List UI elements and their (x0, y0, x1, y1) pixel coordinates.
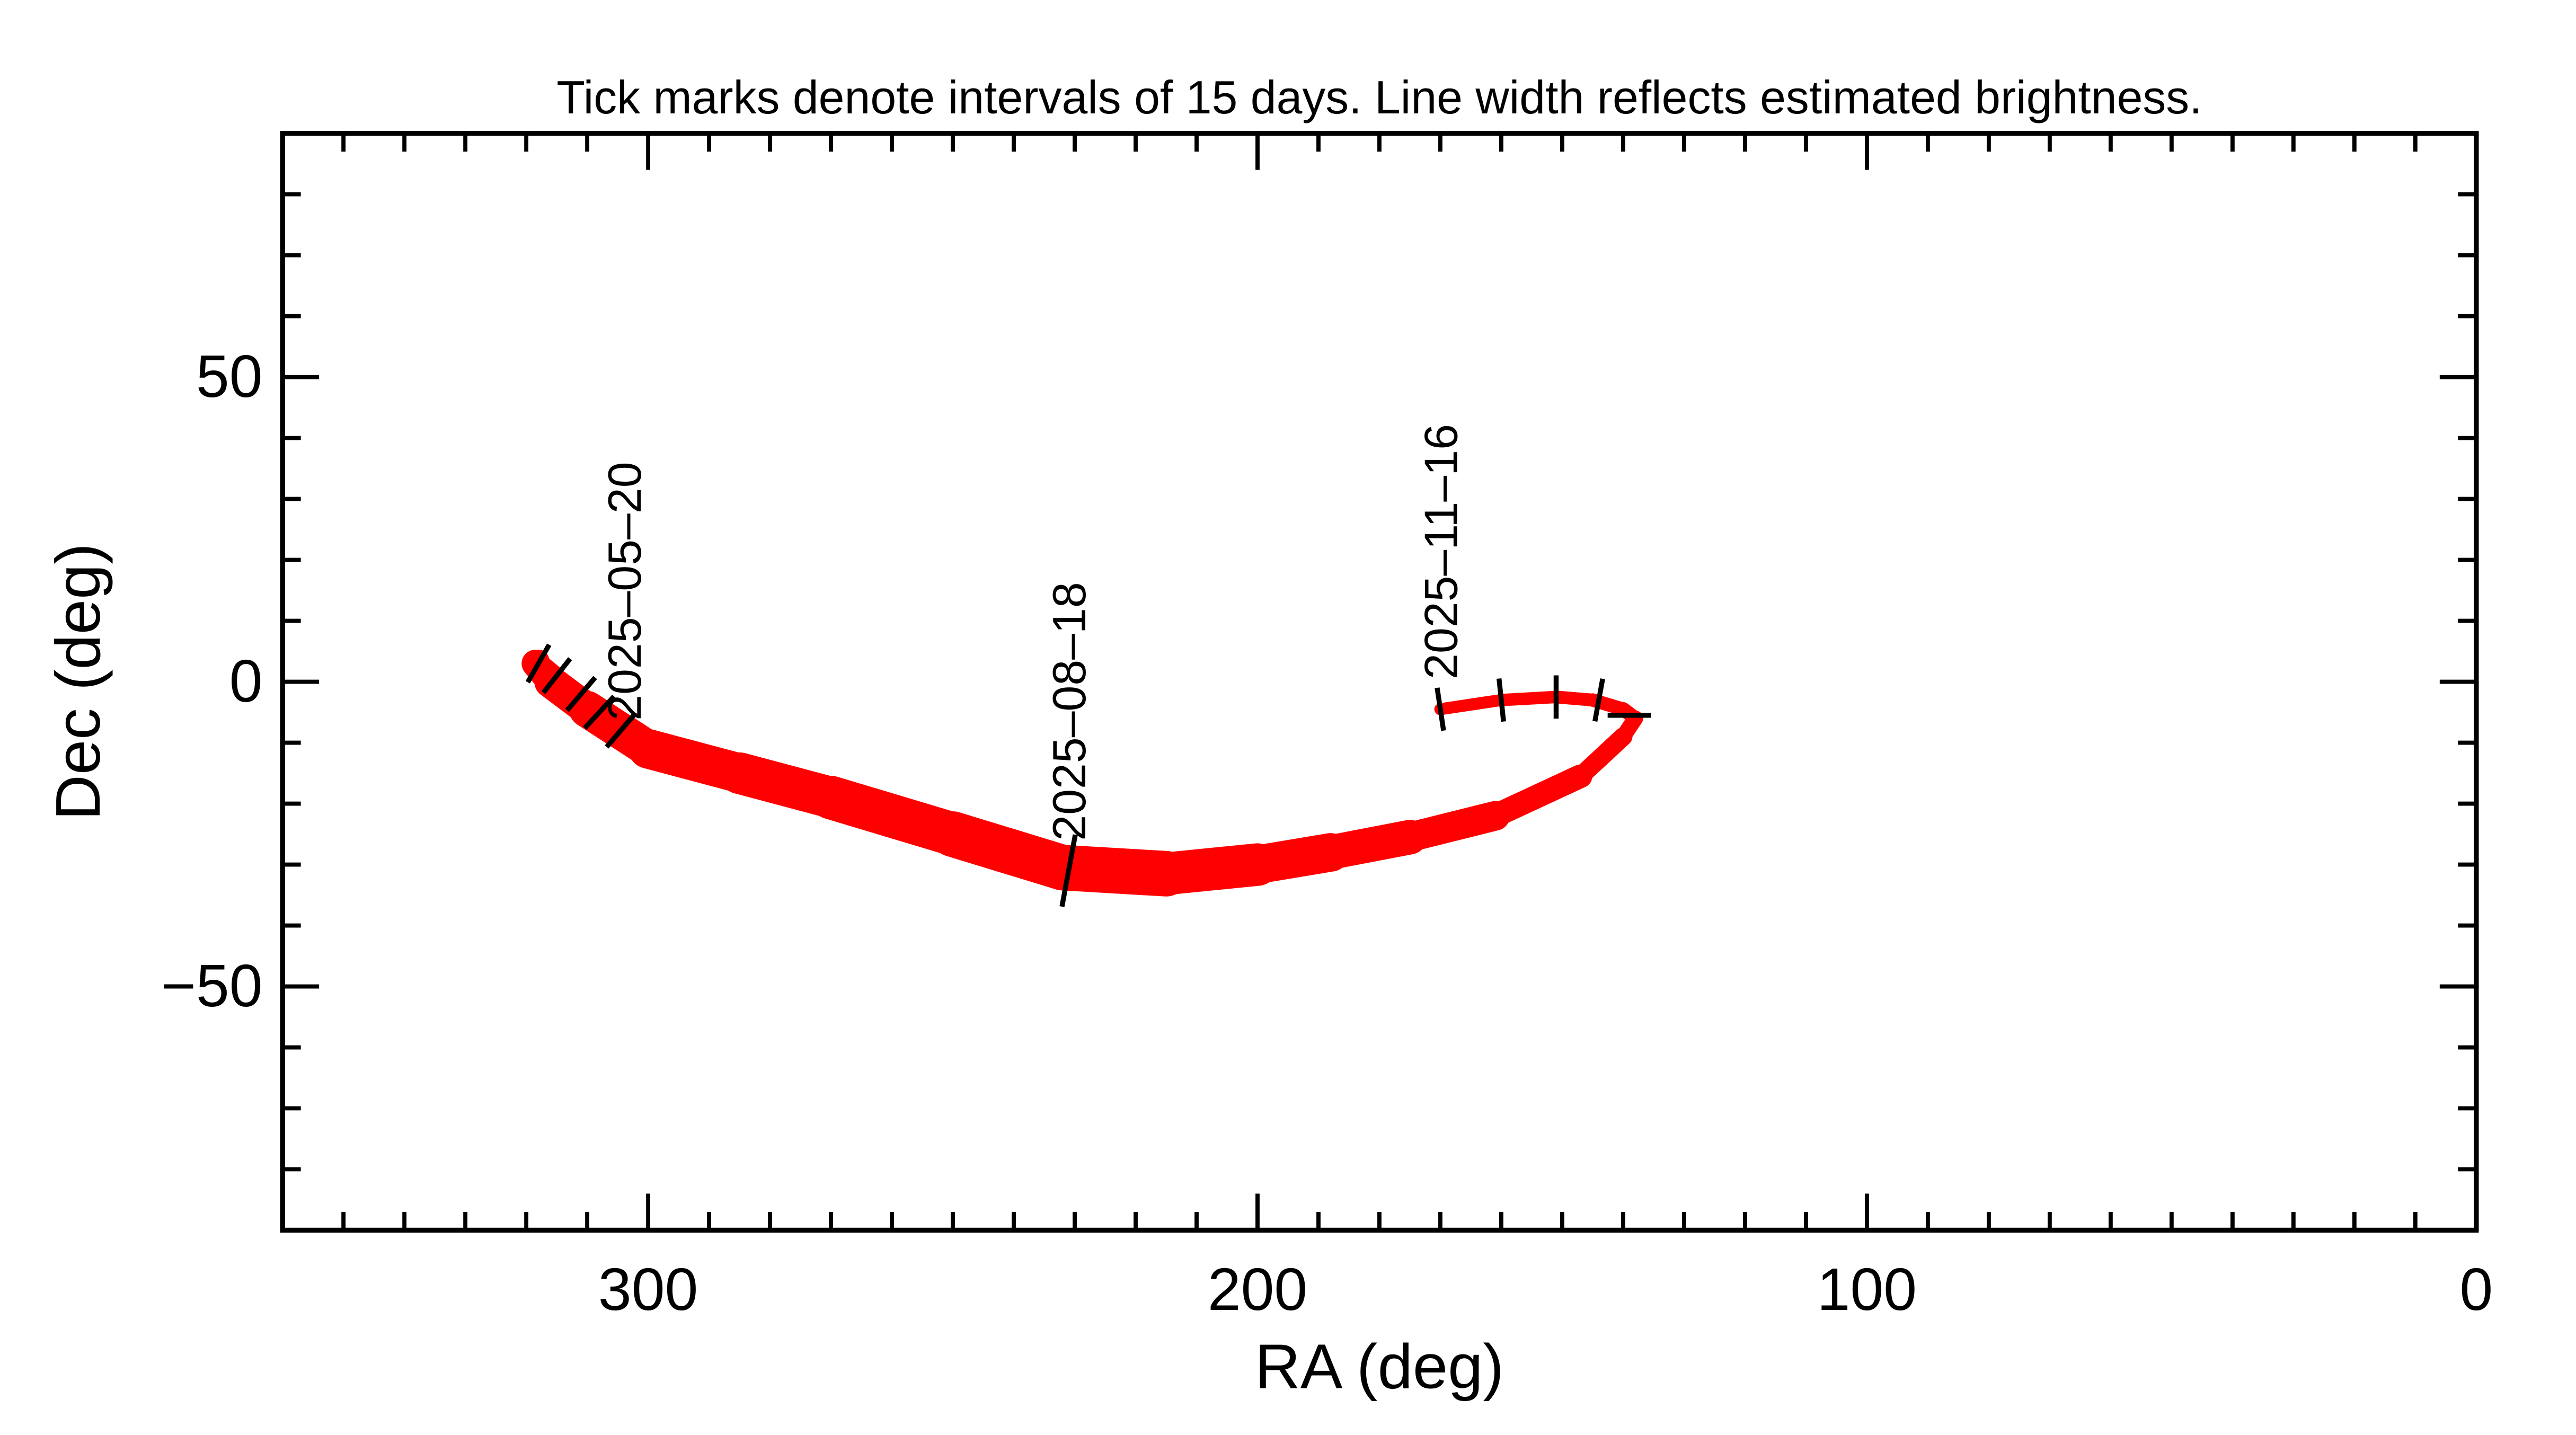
time-tick-mark (1435, 687, 1446, 731)
x-tick-label: 200 (1208, 1256, 1307, 1323)
plot-marks: 2025–05–20 2025–08–18 2025–11–16 (521, 424, 1651, 907)
y-tick-label: 50 (196, 343, 263, 410)
axes: 300 200 100 0 50 0 −50 (161, 133, 2493, 1323)
time-tick-mark (525, 643, 552, 684)
time-tick-mark (582, 694, 616, 730)
track-segment (1395, 801, 1510, 852)
y-tick-label: −50 (161, 952, 263, 1019)
y-tick-label: 0 (229, 648, 263, 714)
x-tick-label: 100 (1817, 1256, 1917, 1323)
track-segment (1483, 764, 1592, 828)
date-label: 2025–11–16 (1415, 424, 1467, 679)
y-axis-label: Dec (deg) (43, 543, 113, 820)
x-tick-label: 0 (2459, 1256, 2493, 1323)
chart-title: Tick marks denote intervals of 15 days. … (556, 72, 2202, 123)
track-segment (1571, 727, 1633, 786)
time-tick-mark (565, 676, 597, 712)
x-tick-label: 300 (598, 1256, 698, 1323)
time-tick-mark (541, 657, 572, 695)
track-segment (1495, 690, 1563, 706)
date-label: 2025–05–20 (599, 462, 651, 720)
time-tick-mark (605, 712, 637, 749)
x-axis-label: RA (deg) (1255, 1331, 1504, 1402)
date-label: 2025–08–18 (1043, 582, 1095, 840)
track-segment (1434, 694, 1508, 715)
time-tick-mark (1592, 678, 1605, 722)
time-tick-mark (1059, 834, 1078, 907)
time-tick-mark (1497, 678, 1506, 722)
